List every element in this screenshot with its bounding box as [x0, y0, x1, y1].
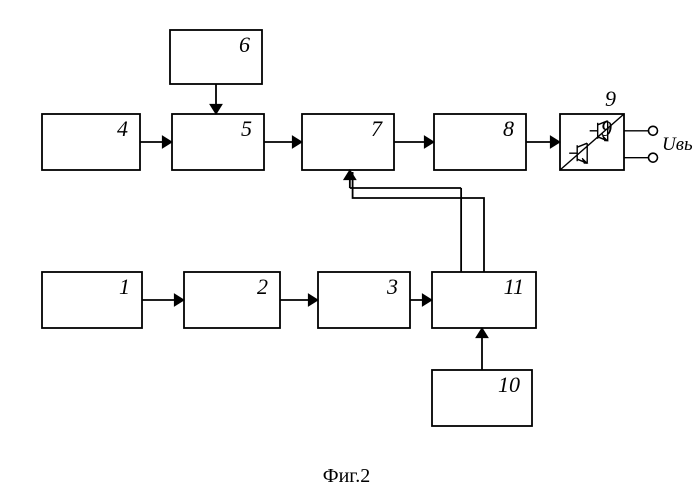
block-label-11: 11 — [504, 274, 524, 299]
block-label-5: 5 — [241, 116, 252, 141]
block-label-4: 4 — [117, 116, 128, 141]
block-label-3: 3 — [386, 274, 398, 299]
edge-11-7 — [353, 172, 484, 272]
output-terminal-top — [649, 126, 658, 135]
output-label: Uвых. — [662, 134, 693, 155]
output-terminal-bottom — [649, 153, 658, 162]
block-label-7: 7 — [371, 116, 383, 141]
block-label-1: 1 — [119, 274, 130, 299]
figure-caption: Фиг.2 — [323, 465, 370, 487]
block-label-9-outside: 9 — [605, 86, 616, 111]
block-label-2: 2 — [257, 274, 268, 299]
block-label-10: 10 — [498, 372, 520, 397]
block-label-6: 6 — [239, 32, 250, 57]
block-label-8: 8 — [503, 116, 514, 141]
